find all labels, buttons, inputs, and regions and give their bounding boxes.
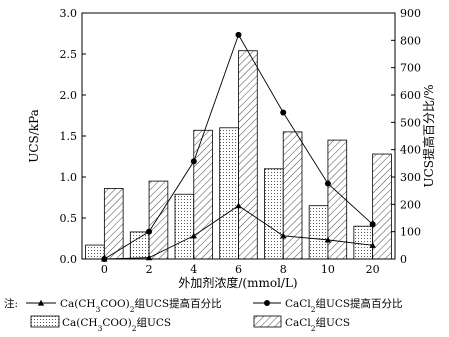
- legend-label: CaCl2组UCS: [285, 316, 350, 333]
- y-right-tick-label-200: 200: [400, 198, 421, 211]
- line-series1-point-10: [324, 236, 332, 243]
- bar-series2-0: [103, 188, 124, 260]
- left-y-axis: 0.0 0.5 1.0 1.5 2.0 2.5 3.0: [60, 7, 86, 266]
- y-right-tick-label-800: 800: [400, 34, 421, 47]
- y-tick-label-0.5: 0.5: [60, 212, 78, 225]
- plot-area: [81, 12, 396, 262]
- line-series1-point-6: [235, 202, 242, 209]
- legend-label: Ca(CH3COO)2组UCS提高百分比: [60, 297, 222, 314]
- line-series2-point-20: [369, 221, 376, 228]
- legend-label: Ca(CH3COO)2组UCS: [62, 316, 171, 333]
- bar-series2-8: [282, 131, 303, 260]
- legend-circle-marker: [264, 300, 270, 306]
- line-series2-point-8: [280, 109, 287, 116]
- y-right-tick-label-500: 500: [400, 116, 421, 129]
- y-tick-label-0.0: 0.0: [60, 253, 78, 266]
- x-tick-label-20: 20: [366, 263, 380, 276]
- bar-series1-6: [219, 127, 239, 260]
- line-series1-point-20: [369, 242, 376, 248]
- x-tick-label-8: 8: [280, 263, 287, 276]
- line-series1-point-4: [190, 232, 197, 239]
- bar-series1-4: [174, 193, 195, 260]
- x-tick-label-0: 0: [101, 263, 108, 276]
- legend-note: 注:: [4, 297, 18, 310]
- bar-series2-2: [148, 180, 169, 260]
- bar-series1-8: [264, 168, 284, 260]
- y-axis-right-title: UCS提高百分比/%: [421, 85, 436, 188]
- x-tick-label-10: 10: [321, 263, 335, 276]
- x-axis-title: 外加剂浓度/(mmol/L): [178, 275, 297, 290]
- line-series2-point-6: [235, 31, 242, 38]
- legend: 注: Ca(CH3COO)2组UCS提高百分比 CaCl2组UCS提高百分比 Ca(…: [4, 297, 403, 333]
- bar-series2-6: [238, 50, 258, 260]
- x-axis: 0 2 4 6 8 10 20: [101, 255, 380, 276]
- line-series2-point-2: [146, 228, 153, 235]
- line-series2-point-10: [324, 180, 331, 187]
- right-y-axis: 0 100 200 300 400 500 600 700 800 900: [391, 7, 421, 266]
- y-tick-label-2.5: 2.5: [60, 48, 78, 61]
- y-tick-label-1.0: 1.0: [60, 171, 78, 184]
- bar-series1-10: [308, 205, 329, 260]
- y-right-tick-label-100: 100: [400, 226, 421, 239]
- line-series1-point-8: [280, 232, 287, 239]
- bar-series2-20: [372, 153, 392, 260]
- bar-series1-20: [353, 225, 374, 260]
- bar-series2-4: [193, 129, 213, 260]
- y-right-tick-label-900: 900: [400, 7, 421, 20]
- y-right-tick-label-700: 700: [400, 62, 421, 75]
- legend-triangle-marker: [37, 299, 45, 306]
- x-tick-label-2: 2: [146, 263, 153, 276]
- legend-dots-swatch: [30, 315, 60, 328]
- y-right-tick-label-600: 600: [400, 89, 421, 102]
- line-series2-point-4: [190, 158, 197, 165]
- legend-label: CaCl2组UCS提高百分比: [285, 297, 403, 314]
- y-tick-label-2.0: 2.0: [60, 89, 78, 102]
- y-right-tick-label-300: 300: [400, 171, 421, 184]
- bar-series1-2: [129, 231, 150, 260]
- y-right-tick-label-400: 400: [400, 144, 421, 157]
- bar-series1-0: [85, 244, 105, 260]
- y-axis-title: UCS/kPa: [27, 109, 41, 163]
- y-tick-label-1.5: 1.5: [60, 130, 78, 143]
- legend-hatch-swatch: [253, 315, 282, 328]
- x-tick-label-6: 6: [235, 263, 242, 276]
- x-tick-label-4: 4: [190, 263, 197, 276]
- y-right-tick-label-0: 0: [400, 253, 407, 266]
- y-tick-label-3.0: 3.0: [60, 7, 78, 20]
